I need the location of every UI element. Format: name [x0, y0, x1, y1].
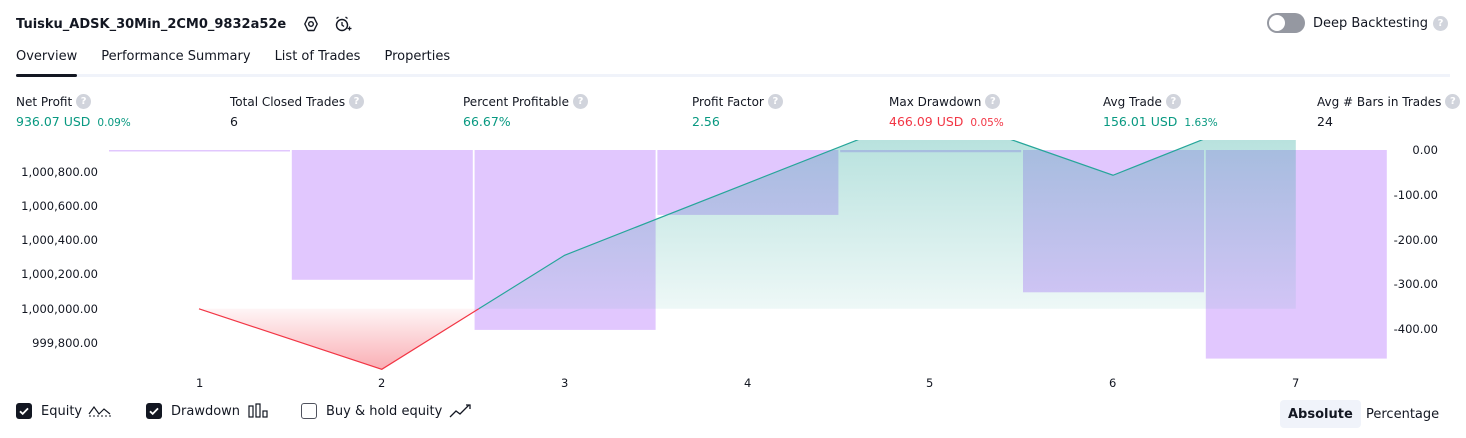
stat-label: Net Profit	[16, 94, 73, 109]
percentage-toggle[interactable]: Percentage	[1366, 406, 1440, 422]
help-icon[interactable]: ?	[76, 94, 92, 109]
drawdown-bars-icon	[248, 403, 270, 419]
y-left-tick: 1,000,200.00	[21, 267, 98, 281]
stat-max-drawdown: Max Drawdown? 466.09 USD 0.05%	[889, 94, 1004, 129]
stat-label: Max Drawdown	[889, 94, 982, 109]
x-tick: 5	[926, 376, 934, 390]
equity-area-loss	[199, 308, 479, 370]
tab-overview[interactable]: Overview	[16, 42, 78, 77]
stat-value: 24	[1317, 114, 1333, 129]
x-tick: 1	[196, 376, 204, 390]
help-icon[interactable]: ?	[1433, 15, 1448, 31]
drawdown-bar	[291, 150, 473, 280]
stat-avg-trade: Avg Trade? 156.01 USD 1.63%	[1103, 94, 1218, 129]
buy-hold-checkbox[interactable]	[301, 403, 317, 419]
y-left-tick: 1,000,800.00	[21, 165, 98, 179]
y-left-tick: 1,000,600.00	[21, 199, 98, 213]
equity-line-icon	[88, 403, 112, 419]
y-right-tick: 0.00	[1412, 143, 1438, 157]
stat-percent-profitable: Percent Profitable? 66.67%	[463, 94, 588, 129]
equity-area-gain	[478, 140, 1296, 309]
stat-profit-factor: Profit Factor? 2.56	[692, 94, 783, 129]
deep-backtesting: Deep Backtesting ?	[1266, 13, 1448, 33]
stat-value: 2.56	[692, 114, 720, 129]
stat-label: Total Closed Trades	[230, 94, 346, 109]
settings-icon[interactable]	[302, 15, 320, 33]
equity-line-gain	[478, 140, 1204, 310]
tab-performance-summary[interactable]: Performance Summary	[101, 49, 251, 64]
stat-total-closed-trades: Total Closed Trades? 6	[230, 94, 365, 129]
stat-value: 156.01 USD	[1103, 114, 1178, 129]
strategy-name: Tuisku_ADSK_30Min_2CM0_9832a52e	[16, 16, 287, 32]
y-right-tick: -200.00	[1393, 233, 1438, 247]
x-tick: 4	[744, 376, 752, 390]
stat-net-profit: Net Profit? 936.07 USD 0.09%	[16, 94, 131, 129]
tab-properties[interactable]: Properties	[384, 49, 451, 64]
stat-percent: 1.63%	[1184, 117, 1218, 129]
drawdown-bar	[109, 150, 290, 152]
legend-label: Equity	[41, 403, 83, 419]
stat-percent: 0.05%	[970, 117, 1004, 129]
stat-label: Avg Trade	[1103, 94, 1162, 109]
strategy-header: Tuisku_ADSK_30Min_2CM0_9832a52e	[16, 13, 352, 35]
legend-drawdown[interactable]: Drawdown	[146, 403, 270, 419]
stat-avg-bars-in-trades: Avg # Bars in Trades? 24	[1317, 94, 1461, 129]
legend-label: Drawdown	[171, 403, 241, 419]
help-icon[interactable]: ?	[1445, 94, 1461, 109]
deep-backtesting-toggle[interactable]	[1266, 13, 1305, 33]
absolute-toggle[interactable]: Absolute	[1280, 400, 1361, 428]
x-tick: 2	[378, 376, 386, 390]
legend-label: Buy & hold equity	[326, 403, 443, 419]
drawdown-checkbox[interactable]	[146, 403, 162, 419]
y-left-tick: 1,000,000.00	[21, 302, 98, 316]
stat-value: 936.07 USD	[16, 114, 91, 129]
legend-buy-hold-equity[interactable]: Buy & hold equity	[301, 403, 473, 419]
help-icon[interactable]: ?	[1165, 94, 1181, 109]
stat-value: 6	[230, 114, 238, 129]
x-tick: 6	[1109, 376, 1117, 390]
help-icon[interactable]: ?	[767, 94, 783, 109]
equity-drawdown-chart	[109, 140, 1387, 370]
x-tick: 3	[561, 376, 569, 390]
help-icon[interactable]: ?	[985, 94, 1001, 109]
stat-value: 466.09 USD	[889, 114, 964, 129]
equity-line-loss	[198, 308, 480, 370]
y-left-tick: 999,800.00	[32, 336, 98, 350]
deep-backtesting-label: Deep Backtesting	[1312, 15, 1428, 31]
buy-hold-line-icon	[449, 403, 473, 419]
help-icon[interactable]: ?	[349, 94, 365, 109]
add-alert-icon[interactable]	[334, 15, 352, 33]
legend-equity[interactable]: Equity	[16, 403, 112, 419]
stat-label: Avg # Bars in Trades	[1317, 94, 1442, 109]
stat-label: Profit Factor	[692, 94, 764, 109]
x-tick: 7	[1292, 376, 1300, 390]
stat-label: Percent Profitable	[463, 94, 569, 109]
stat-percent: 0.09%	[97, 117, 131, 129]
tab-bar: Overview Performance Summary List of Tra…	[16, 42, 1450, 77]
y-left-tick: 1,000,400.00	[21, 233, 98, 247]
stat-value: 66.67%	[463, 114, 511, 129]
help-icon[interactable]: ?	[572, 94, 588, 109]
y-right-tick: -400.00	[1393, 322, 1438, 336]
tab-list-of-trades[interactable]: List of Trades	[274, 49, 361, 64]
y-right-tick: -300.00	[1393, 277, 1438, 291]
y-right-tick: -100.00	[1393, 188, 1438, 202]
equity-checkbox[interactable]	[16, 403, 32, 419]
